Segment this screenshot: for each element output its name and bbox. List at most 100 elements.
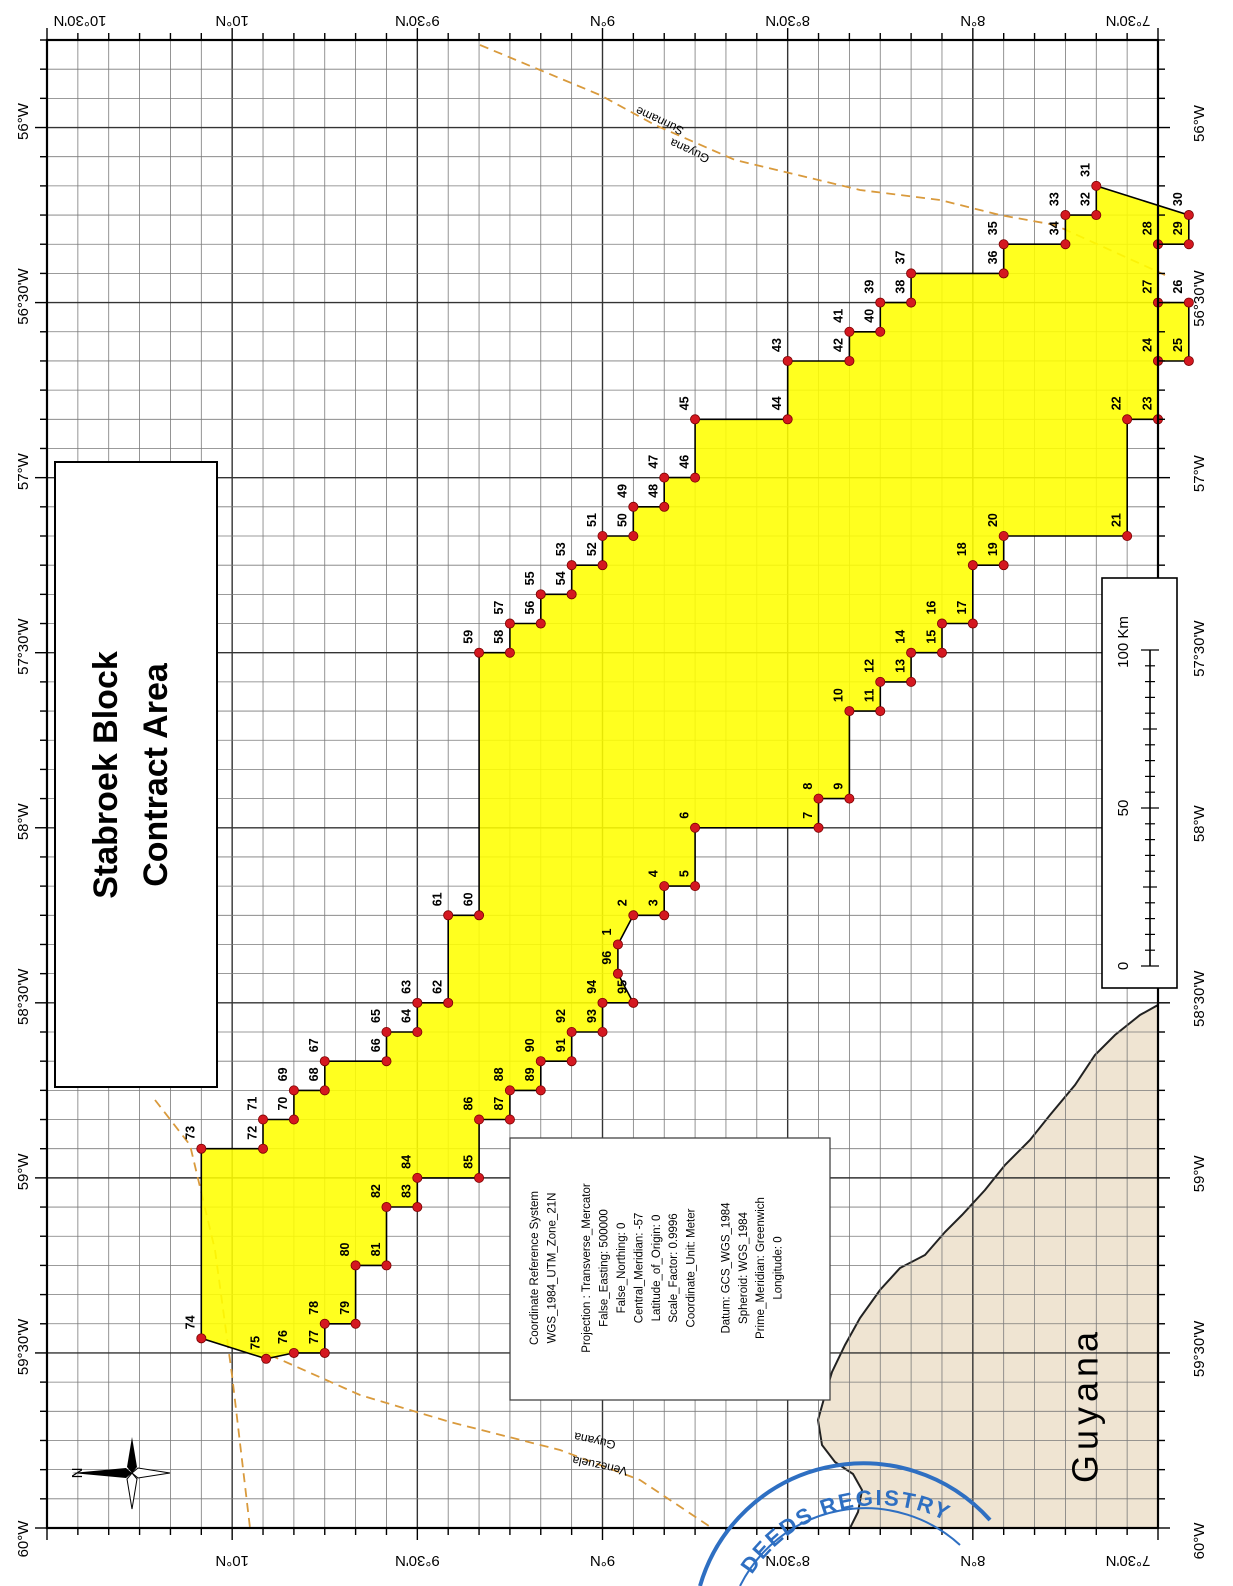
- vertex-marker-87: [504, 1114, 515, 1125]
- lat-label-top: 8°30'N: [765, 12, 810, 29]
- crs-line: Latitude_of_Origin: 0: [651, 1215, 663, 1322]
- vertex-label-6: 6: [677, 812, 691, 819]
- vertex-marker-42: [844, 355, 855, 366]
- scale-label: 100 Km: [1115, 616, 1132, 668]
- vertex-marker-53: [566, 560, 577, 571]
- vertex-label-38: 38: [893, 280, 907, 294]
- lat-label-top: 10°N: [215, 12, 249, 29]
- lon-label-right: 57°30'W: [1191, 620, 1208, 677]
- lon-label-right: 58°30'W: [1191, 970, 1208, 1027]
- vertex-marker-50: [628, 531, 639, 542]
- vertex-marker-54: [566, 589, 577, 600]
- vertex-label-18: 18: [955, 542, 969, 556]
- vertex-label-51: 51: [585, 513, 599, 527]
- vertex-marker-9: [844, 793, 855, 804]
- vertex-label-42: 42: [832, 338, 846, 352]
- vertex-marker-69: [288, 1085, 299, 1096]
- crs-line: Longitude: 0: [773, 1236, 785, 1299]
- vertex-marker-31: [1091, 180, 1102, 191]
- guyana-suriname-border: [479, 44, 1166, 276]
- lon-label-right: 57°W: [1191, 454, 1208, 492]
- vertex-marker-72: [258, 1143, 269, 1154]
- vertex-marker-58: [504, 647, 515, 658]
- vertex-marker-19: [998, 560, 1009, 571]
- lon-label-left: 57°30'W: [15, 618, 32, 675]
- vertex-marker-17: [967, 618, 978, 629]
- vertex-marker-38: [906, 297, 917, 308]
- vertex-marker-21: [1122, 531, 1133, 542]
- title-line-1: Stabroek Block: [87, 651, 125, 899]
- crs-line: Coordinate Reference System: [529, 1191, 541, 1345]
- lat-label-bottom: 7°30'N: [1106, 1552, 1151, 1569]
- vertex-marker-71: [258, 1114, 269, 1125]
- vertex-marker-65: [381, 1026, 392, 1037]
- vertex-label-84: 84: [400, 1155, 414, 1169]
- lon-label-right: 59°W: [1191, 1155, 1208, 1193]
- lon-label-right: 59°30'W: [1191, 1320, 1208, 1377]
- vertex-marker-81: [381, 1260, 392, 1271]
- vertex-label-75: 75: [248, 1336, 262, 1350]
- vertex-label-61: 61: [430, 892, 444, 906]
- vertex-marker-90: [535, 1056, 546, 1067]
- vertex-marker-83: [412, 1202, 423, 1213]
- vertex-label-60: 60: [461, 892, 475, 906]
- vertex-label-12: 12: [863, 659, 877, 673]
- vertex-label-53: 53: [554, 542, 568, 556]
- vertex-label-15: 15: [924, 630, 938, 644]
- vertex-label-69: 69: [276, 1067, 290, 1081]
- lat-label-bottom: 9°N: [590, 1552, 615, 1569]
- vertex-label-45: 45: [677, 396, 691, 410]
- vertex-label-17: 17: [955, 601, 969, 615]
- scale-bar: 0 50 100 Km: [1101, 577, 1178, 989]
- vertex-label-71: 71: [245, 1097, 259, 1111]
- vertex-marker-29: [1183, 239, 1194, 250]
- vertex-marker-3: [659, 910, 670, 921]
- title-line-2: Contract Area: [137, 662, 175, 887]
- vertex-label-64: 64: [400, 1009, 414, 1023]
- lon-label-left: 60°W: [15, 1520, 32, 1558]
- guyana-venezuela-border-west: [154, 1099, 251, 1529]
- vertex-label-44: 44: [770, 396, 784, 410]
- vertex-marker-8: [813, 793, 824, 804]
- vertex-label-54: 54: [554, 571, 568, 585]
- vertex-marker-41: [844, 326, 855, 337]
- lon-label-left: 58°30'W: [15, 968, 32, 1025]
- lon-label-right: 56°W: [1191, 104, 1208, 142]
- vertex-label-3: 3: [647, 899, 661, 906]
- lat-label-top: 7°30'N: [1106, 12, 1151, 29]
- lat-label-bottom: 10°N: [215, 1552, 249, 1569]
- lat-label-bottom: 8°30'N: [765, 1552, 810, 1569]
- vertex-marker-46: [690, 472, 701, 483]
- vertex-marker-11: [875, 706, 886, 717]
- vertex-marker-36: [998, 268, 1009, 279]
- vertex-marker-39: [875, 297, 886, 308]
- crs-line: Projection : Transverse_Mercator: [581, 1183, 593, 1353]
- vertex-marker-73: [196, 1143, 207, 1154]
- vertex-marker-91: [566, 1056, 577, 1067]
- vertex-marker-15: [936, 647, 947, 658]
- vertex-marker-79: [350, 1318, 361, 1329]
- north-arrow: N: [69, 1437, 171, 1510]
- vertex-label-21: 21: [1109, 513, 1123, 527]
- vertex-label-76: 76: [276, 1330, 290, 1344]
- vertex-label-49: 49: [616, 484, 630, 498]
- vertex-label-92: 92: [554, 1009, 568, 1023]
- vertex-label-73: 73: [184, 1126, 198, 1140]
- vertex-label-66: 66: [369, 1038, 383, 1052]
- vertex-label-55: 55: [523, 571, 537, 585]
- vertex-marker-93: [597, 1026, 608, 1037]
- vertex-label-20: 20: [986, 513, 1000, 527]
- vertex-label-26: 26: [1171, 280, 1185, 294]
- vertex-marker-92: [566, 1026, 577, 1037]
- vertex-label-35: 35: [986, 221, 1000, 235]
- vertex-label-28: 28: [1140, 221, 1154, 235]
- lon-label-left: 56°W: [15, 102, 32, 140]
- vertex-marker-96: [612, 968, 623, 979]
- lat-label-bottom: 8°N: [960, 1552, 985, 1569]
- vertex-marker-67: [319, 1056, 330, 1067]
- vertex-label-94: 94: [585, 980, 599, 994]
- vertex-label-36: 36: [986, 250, 1000, 264]
- vertex-marker-88: [504, 1085, 515, 1096]
- vertex-marker-35: [998, 239, 1009, 250]
- vertex-label-81: 81: [369, 1242, 383, 1256]
